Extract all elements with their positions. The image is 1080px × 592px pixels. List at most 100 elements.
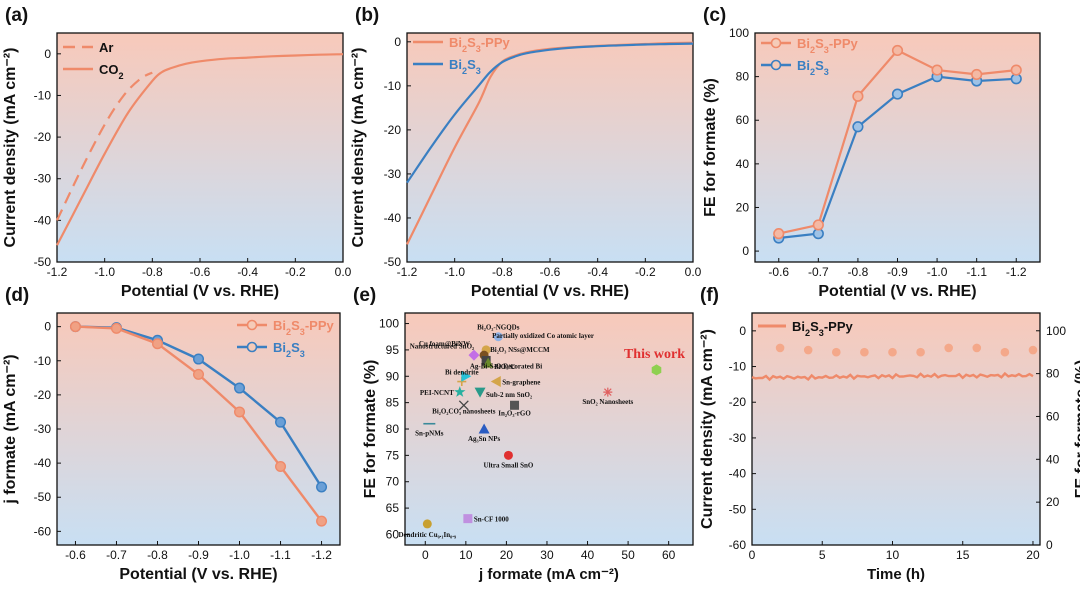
e-point-label: Dendritic Cu₀.₁In₀.₉ (399, 531, 457, 539)
e-point-18 (463, 514, 473, 524)
e-point-label: BiOₓ/C (494, 363, 515, 371)
e-point-14 (478, 423, 490, 434)
e-point-label: Bi₂O₃-NGQDs (477, 324, 520, 332)
a-xtick-label: -0.8 (142, 265, 163, 279)
e-point-label: Partially oxidized Co atomic layer (492, 332, 594, 340)
d-ytick-label: 0 (44, 320, 51, 334)
c-data-point (891, 44, 904, 57)
d-xtick-label: -1.0 (229, 548, 250, 562)
a-ytick-label: -20 (34, 130, 52, 144)
b-xtick-label: -0.8 (492, 265, 513, 279)
b-series-bi2s3 (406, 42, 694, 184)
e-point-1 (468, 349, 480, 361)
d-ytick-label: -20 (34, 388, 52, 402)
c-xtick-label: -1.1 (966, 265, 987, 279)
c-data-point (812, 219, 824, 231)
b-ytick-label: -30 (384, 167, 402, 181)
e-point-7 (461, 370, 472, 382)
e-ytick-label: 95 (386, 343, 400, 357)
e-point-9 (454, 386, 466, 397)
c-xtick-label: -0.6 (768, 265, 789, 279)
b-ytick-label: 0 (394, 35, 401, 49)
f-ytick-label: -20 (729, 395, 747, 409)
b-xtick-label: -1.0 (444, 265, 465, 279)
e-xtick-label: 40 (581, 548, 595, 562)
c-xtick-label: -1.0 (927, 265, 948, 279)
a-legend-label: Ar (99, 40, 113, 55)
d-panel-letter: (d) (5, 285, 29, 306)
d-xtick-label: -0.6 (65, 548, 86, 562)
b-ytick-label: -50 (384, 255, 402, 269)
b-panel-letter: (b) (355, 5, 379, 26)
c-legend-marker (770, 59, 782, 71)
d-xtick-label: -0.9 (188, 548, 209, 562)
a-xtick-label: -0.2 (285, 265, 306, 279)
e-point-0 (493, 332, 503, 342)
c-xtick-label: -1.2 (1006, 265, 1027, 279)
f-fe-point (1028, 345, 1038, 355)
f-xtick-label: 0 (749, 548, 756, 562)
f-ytick-label: -40 (729, 467, 747, 481)
plot-background-6 (752, 313, 1040, 545)
d-x-axis-title: Potential (V vs. RHE) (119, 566, 277, 583)
a-panel-letter: (a) (5, 5, 28, 26)
e-xtick-label: 10 (459, 548, 473, 562)
a-ytick-label: -40 (34, 213, 52, 227)
c-data-point (852, 90, 864, 102)
e-xtick-label: 60 (662, 548, 676, 562)
e-point-label: Ultra Small SnO (484, 461, 534, 469)
c-ytick-label: 80 (736, 70, 750, 84)
e-x-axis-title: j formate (mA cm⁻²) (478, 566, 619, 583)
d-ytick-label: -30 (34, 422, 52, 436)
e-point-label: PEI-NCNT (420, 389, 454, 397)
a-xtick-label: -0.6 (190, 265, 211, 279)
e-xtick-label: 20 (500, 548, 514, 562)
c-ytick-label: 100 (729, 26, 749, 40)
plot-background-5 (405, 313, 693, 545)
a-ytick-label: -50 (34, 255, 52, 269)
c-data-point (931, 64, 943, 76)
f-panel-letter: (f) (700, 285, 719, 306)
e-point-11 (458, 400, 469, 411)
d-data-point (151, 338, 163, 350)
b-legend-label: Bi2S3-PPy (449, 35, 511, 54)
e-ytick-label: 80 (386, 422, 400, 436)
a-y-axis-title: Current density (mA cm⁻²) (2, 48, 19, 248)
c-xtick-label: -0.9 (887, 265, 908, 279)
d-ytick-label: -60 (34, 524, 52, 538)
e-y-axis-title: FE for formate (%) (362, 360, 379, 499)
f-fe-point (916, 347, 925, 357)
f-current-trace (751, 371, 1034, 382)
d-data-point (192, 368, 204, 380)
f-fe-point (803, 345, 813, 355)
a-series-co2 (56, 53, 344, 246)
d-data-point (234, 406, 246, 418)
b-y-axis-title: Current density (mA cm⁻²) (350, 48, 367, 248)
c-legend-marker (770, 37, 782, 49)
c-data-point (852, 121, 864, 133)
f2-ytick-label: 40 (1046, 452, 1060, 466)
e-xtick-label: 30 (540, 548, 554, 562)
c-ytick-label: 20 (736, 200, 750, 214)
f-x-axis-title: Time (h) (867, 566, 925, 583)
d-xtick-label: -1.2 (311, 548, 332, 562)
f-ytick-label: -60 (729, 538, 747, 552)
e-point-label: Bi₂O₂CO₃ nanosheets (432, 407, 496, 415)
e-point-label: Nanostructured SnO₂ (410, 342, 474, 350)
b-ytick-label: -20 (384, 123, 402, 137)
d-data-point (316, 481, 328, 493)
f2-ytick-label: 100 (1046, 324, 1066, 338)
b-xtick-label: -1.2 (397, 265, 418, 279)
plot-background-3 (755, 33, 1040, 262)
d-y-axis-title: j formate (mA cm⁻²) (2, 354, 19, 504)
e-point-label: Bi dendrite (445, 369, 479, 377)
b-xtick-label: 0.0 (685, 265, 702, 279)
d-xtick-label: -0.7 (106, 548, 127, 562)
e-point-label: In₂O₃-rGO (498, 409, 531, 417)
c-legend-label: Bi2S3-PPy (797, 36, 859, 55)
e-point-16 (603, 387, 613, 397)
e-ytick-label: 65 (386, 501, 400, 515)
e-point-8 (490, 376, 501, 388)
d-xtick-label: -1.1 (270, 548, 291, 562)
f-xtick-label: 20 (1026, 548, 1040, 562)
